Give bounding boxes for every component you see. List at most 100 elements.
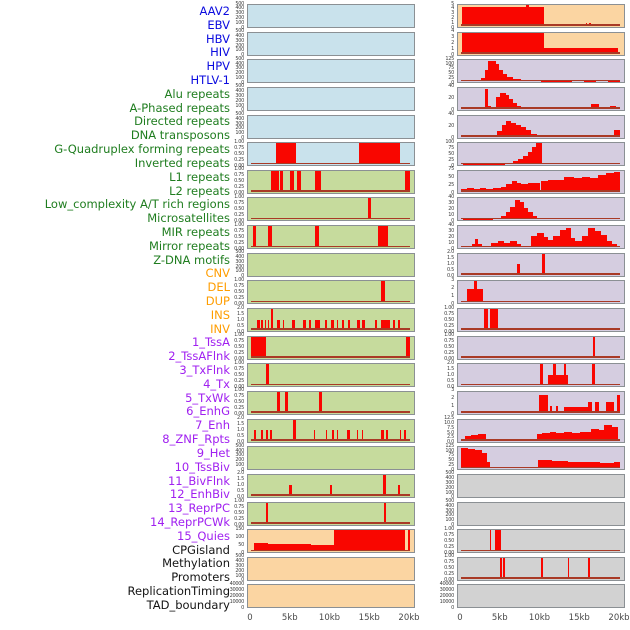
data-bar [597,175,606,192]
y-tick-label: 1 [451,403,454,410]
y-tick-label: 100 [235,533,244,540]
y-tick-label: 20000 [439,592,455,599]
zero-baseline [251,162,410,165]
y-tick-label: 30000 [229,586,245,593]
zero-baseline [251,521,410,524]
y-tick-label: 0.00 [234,217,244,224]
track-right-panel-inv [457,31,625,56]
data-bar [268,226,273,248]
y-tick-label: 0.0 [446,273,454,280]
data-bar [605,173,614,192]
y-tick-label: 0 [451,107,454,114]
y-tick-label: 4 [451,28,454,35]
y-tick-label: 1.0 [446,371,454,378]
data-bar [347,319,351,331]
y-tick-label: 0 [451,190,454,197]
y-tick-label: 0.50 [234,233,244,240]
data-bar [556,179,565,192]
y-tick-label: 2.0 [236,304,244,311]
x-tick-label: 0 [247,613,253,623]
data-bar [496,131,503,137]
data-bar [538,395,548,413]
data-bar [527,183,535,192]
track-left-panel-a-phased-repeats [247,197,415,222]
data-bar [505,95,510,109]
data-bar [356,430,359,441]
data-bar [467,288,474,303]
y-tick-label: 25 [448,182,454,189]
y-tick-label: 1 [451,19,454,26]
y-tick-label: 0.00 [234,411,244,418]
y-tick-label: 2.0 [236,415,244,422]
y-tick-label: 100 [235,572,244,579]
data-bar [565,228,571,248]
y-tick-label: 40 [448,193,454,200]
track-right-panel-7-enh [457,225,625,250]
data-bar [506,120,512,137]
data-bar [515,199,520,220]
data-bar [505,212,511,220]
y-tick-label: 150 [235,525,244,532]
y-tick-label: 10 [448,211,454,218]
y-tick-label: 20 [448,233,454,240]
data-bar [499,557,502,579]
y-tick-label: 100 [445,447,454,454]
data-bar [581,235,589,248]
data-bar [297,170,302,192]
data-bar [516,183,522,192]
data-bar [470,434,479,441]
track-left-panel-hbv [247,59,415,84]
data-bar [516,264,520,275]
y-tick-label: 3 [451,10,454,17]
data-bar [325,430,328,441]
y-tick-label: 2 [451,395,454,402]
data-bar [293,544,311,552]
data-bar [408,530,410,552]
y-tick-label: 0.75 [234,144,244,151]
y-tick-label: 0.75 [234,504,244,511]
data-bar [382,474,387,496]
y-tick-label: 1.0 [446,261,454,268]
zero-baseline [461,52,620,54]
y-tick-label: 4 [451,5,454,12]
zero-baseline [251,494,410,496]
y-tick-label: 0.50 [234,150,244,157]
data-bar [495,64,500,82]
y-tick-label: 500 [235,0,244,7]
y-tick-label: 50 [448,150,454,157]
track-left-panel-htlv-1 [247,142,415,167]
data-bar [268,544,294,552]
y-tick-label: 500 [235,442,244,449]
data-bar [588,402,593,413]
y-tick-label: 0.75 [234,172,244,179]
data-bar [314,226,319,248]
y-tick-label: 0 [451,52,454,59]
data-bar [588,557,590,579]
y-tick-label: 400 [235,254,244,261]
data-bar [276,143,296,165]
y-tick-label: 50 [238,541,244,548]
data-bar [406,336,410,358]
y-tick-label: 400 [445,502,454,509]
y-tick-label: 0.50 [444,565,454,572]
track-left-panel-mir-repeats [247,446,415,471]
zero-baseline [461,439,620,441]
y-tick-label: 0.50 [234,288,244,295]
zero-baseline [461,190,620,192]
y-tick-label: 50 [448,70,454,77]
y-tick-label: 100 [235,102,244,109]
data-bar [536,434,543,441]
row-label-methylation: Methylation [162,556,230,571]
track-right-panel-3-txflnk [457,114,625,139]
data-bar [277,319,280,331]
zero-baseline [461,549,620,552]
data-bar [336,430,339,441]
x-tick-label: 5kb [491,613,508,623]
y-tick-label: 5 [451,0,454,7]
data-bar [341,319,344,331]
data-bar [381,319,391,331]
y-tick-label: 0.25 [234,516,244,523]
y-tick-label: 1.00 [234,221,244,228]
data-bar [310,544,334,552]
y-tick-label: 100 [235,461,244,468]
